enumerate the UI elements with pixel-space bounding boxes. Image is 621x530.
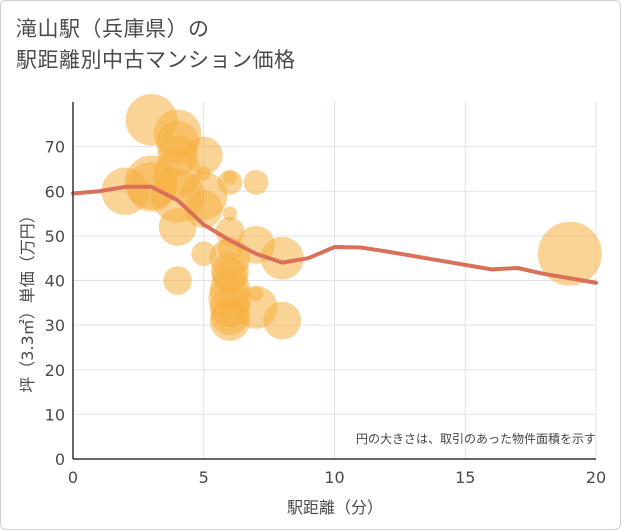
y-tick-label: 10 [45,405,65,424]
y-axis-label: 坪（3.3㎡）単価（万円） [18,207,37,392]
data-bubble [184,136,223,175]
y-tick-label: 70 [45,138,65,157]
average-line-series [71,184,598,285]
x-axis-label: 駅距離（分） [287,498,383,517]
x-tick-label: 15 [455,468,475,487]
chart-title-line-2: 駅距離別中古マンション価格 [16,48,296,72]
y-tick-label: 60 [45,182,65,201]
average-price-line [71,184,598,285]
data-bubble [215,217,245,246]
tick-labels: 0 5 10 15 20 0 10 20 30 40 50 60 70 [45,138,607,487]
grid-lines [73,102,597,459]
data-bubble [260,236,304,280]
data-bubble [217,169,243,195]
data-bubble [222,206,238,221]
data-bubble [163,266,192,295]
data-bubble [537,221,602,286]
y-tick-label: 20 [45,361,65,380]
bubble-size-note: 円の大きさは、取引のあった物件面積を示す [356,431,596,446]
y-tick-label: 0 [55,450,65,469]
y-tick-label: 40 [45,272,65,291]
y-tick-label: 30 [45,316,65,335]
data-bubble [263,301,302,340]
chart-title-line-1: 滝山駅（兵庫県）の [16,17,210,41]
y-tick-label: 50 [45,227,65,246]
x-tick-label: 0 [68,468,78,487]
x-tick-label: 20 [586,468,606,487]
data-bubble [243,169,269,195]
x-tick-label: 5 [199,468,209,487]
axes [72,102,596,460]
bubble-series [101,94,602,341]
chart-title: 滝山駅（兵庫県）の 駅距離別中古マンション価格 [16,14,296,76]
x-tick-label: 10 [324,468,344,487]
